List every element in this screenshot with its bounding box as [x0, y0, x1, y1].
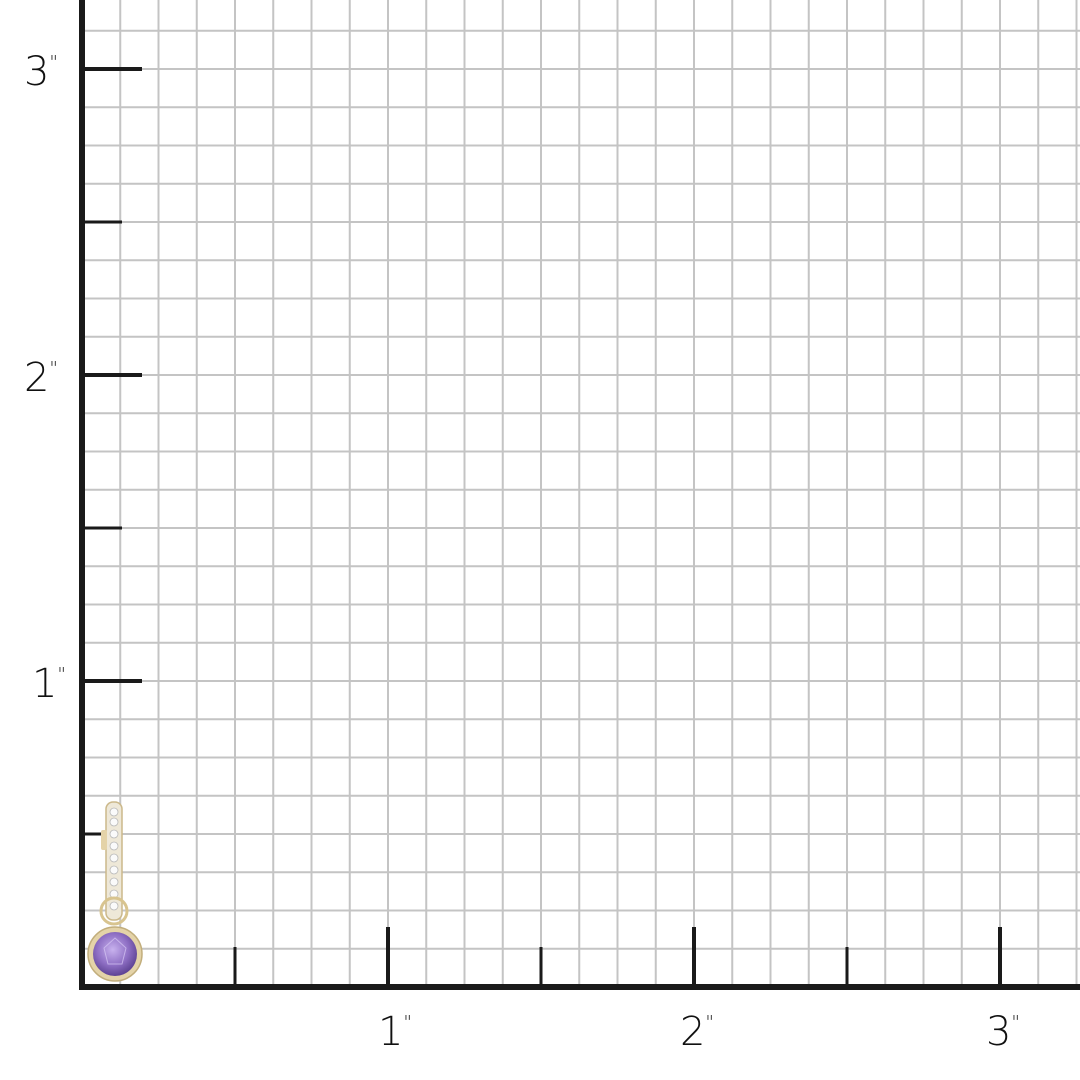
x-label-1: 1"	[378, 1009, 412, 1055]
amethyst-stone	[93, 932, 137, 976]
x-label-2: 2"	[680, 1009, 714, 1055]
y-label-1: 1"	[32, 661, 66, 707]
y-label-3: 3"	[24, 49, 58, 95]
jump-ring	[99, 896, 129, 926]
huggie-hoop	[101, 801, 123, 921]
y-label-2: 2"	[24, 355, 58, 401]
x-label-3: 3"	[986, 1009, 1020, 1055]
